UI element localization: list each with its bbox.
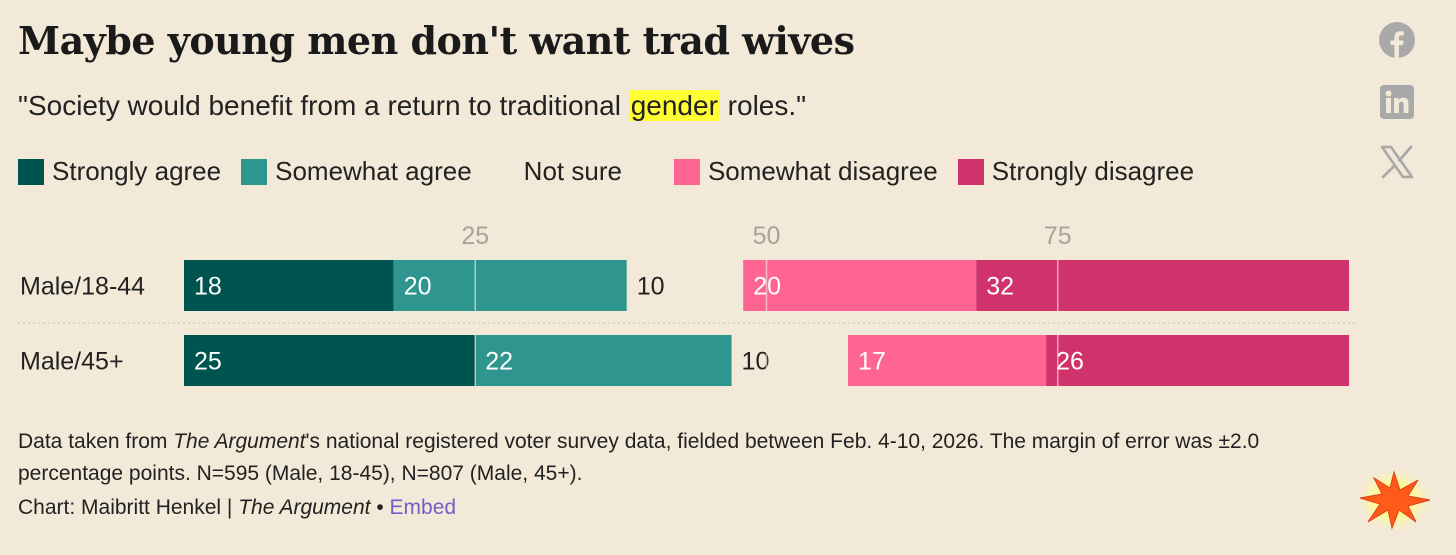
- legend-swatch: [18, 158, 44, 185]
- chart-subtitle: "Society would benefit from a return to …: [18, 90, 806, 122]
- facebook-share-button[interactable]: [1378, 21, 1416, 59]
- legend-item-strongly-agree: Strongly agree: [18, 156, 221, 187]
- x-icon: [1380, 145, 1414, 179]
- byline-source: The Argument: [238, 496, 371, 519]
- legend-swatch: [673, 158, 700, 185]
- legend-label: Somewhat disagree: [707, 156, 938, 186]
- subtitle-highlight: gender: [628, 90, 720, 121]
- bar-value-label: 25: [194, 348, 222, 376]
- byline-author: Chart: Maibritt Henkel |: [18, 496, 239, 519]
- bar-somewhat-agree: [475, 335, 732, 386]
- footnote-rest: 's national registered voter survey data…: [18, 430, 1260, 485]
- bar-strongly-agree: [184, 335, 476, 386]
- legend-item-strongly-disagree: Strongly disagree: [957, 156, 1195, 187]
- x-tick-label: 25: [461, 222, 489, 250]
- bar-value-label: 18: [194, 273, 222, 301]
- x-tick-label: 50: [753, 222, 781, 250]
- legend-label: Not sure: [523, 156, 622, 186]
- bar-value-label: 26: [1056, 348, 1084, 376]
- bar-strongly-agree: [184, 260, 394, 311]
- footnote-prefix: Data taken from: [18, 430, 174, 453]
- starburst-icon: [1354, 466, 1434, 534]
- subtitle-text-before: "Society would benefit from a return to …: [18, 90, 629, 121]
- chart-legend: Strongly agree Somewhat agree Not sure S…: [18, 156, 1214, 187]
- legend-label: Somewhat agree: [275, 156, 472, 186]
- linkedin-icon: [1380, 85, 1414, 119]
- bar-value-label: 20: [404, 273, 432, 301]
- bar-value-label: 17: [858, 348, 886, 376]
- bar-somewhat-agree: [393, 260, 627, 311]
- footnote: Data taken from The Argument's national …: [18, 426, 1358, 490]
- legend-label: Strongly disagree: [991, 156, 1195, 186]
- legend-swatch: [957, 158, 984, 185]
- legend-item-somewhat-agree: Somewhat agree: [241, 156, 472, 187]
- bar-value-label: 10: [742, 348, 770, 376]
- bar-value-label: 10: [637, 273, 665, 301]
- legend-item-not-sure: Not sure: [524, 156, 622, 187]
- legend-label: Strongly agree: [52, 156, 222, 186]
- x-tick-label: 75: [1044, 222, 1072, 250]
- category-label: Male/45+: [20, 348, 124, 376]
- bar-strongly-disagree: [976, 260, 1349, 311]
- bar-strongly-disagree: [1046, 335, 1349, 386]
- linkedin-share-button[interactable]: [1378, 83, 1416, 121]
- bar-somewhat-disagree: [848, 335, 1047, 386]
- facebook-icon: [1379, 22, 1415, 58]
- byline: Chart: Maibritt Henkel | The Argument • …: [18, 496, 456, 520]
- byline-separator: •: [370, 496, 390, 519]
- chart-title: Maybe young men don't want trad wives: [18, 18, 855, 63]
- embed-link[interactable]: Embed: [389, 496, 457, 519]
- subtitle-text-after: roles.": [719, 90, 807, 121]
- bar-value-label: 22: [485, 348, 513, 376]
- legend-swatch: [241, 158, 268, 185]
- x-share-button[interactable]: [1378, 143, 1416, 181]
- bar-somewhat-disagree: [743, 260, 977, 311]
- category-label: Male/18-44: [20, 273, 145, 301]
- legend-item-somewhat-disagree: Somewhat disagree: [673, 156, 938, 187]
- bar-value-label: 32: [986, 273, 1014, 301]
- footnote-source: The Argument: [173, 430, 306, 453]
